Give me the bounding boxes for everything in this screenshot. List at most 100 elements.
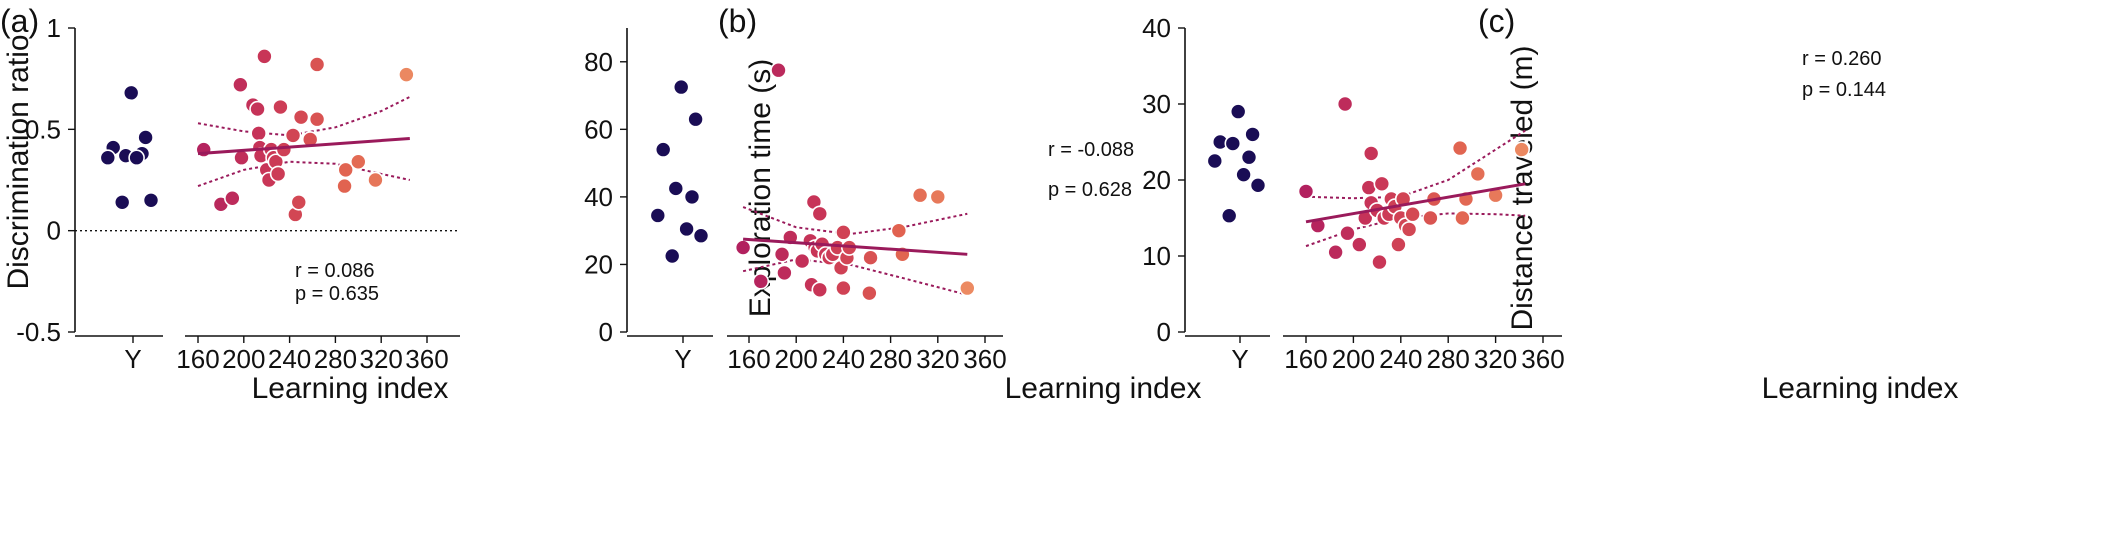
aged-point — [269, 165, 287, 183]
young-point — [128, 149, 145, 167]
aged-point — [272, 98, 289, 116]
young-point — [113, 193, 131, 211]
x-tick-label: 160 — [727, 344, 770, 374]
x-tick-label: 320 — [360, 344, 403, 374]
ci-upper-line — [197, 96, 411, 137]
panel-c-p-stat: p = 0.144 — [1802, 79, 1886, 101]
aged-point — [256, 48, 273, 65]
young-point — [683, 188, 701, 206]
aged-point — [734, 239, 752, 256]
x-tick-label: 200 — [222, 344, 265, 374]
young-point — [678, 220, 695, 238]
panel-a: (a) Discrimination ratio Learning index … — [0, 3, 460, 405]
panel-a-label: (a) — [0, 3, 39, 39]
y-tick-label: 10 — [1142, 241, 1171, 271]
panel-b-xlabel: Learning index — [1005, 372, 1202, 405]
y-tick-label: 20 — [584, 249, 613, 279]
aged-point — [752, 273, 770, 290]
aged-point — [1351, 236, 1368, 253]
x-tick-label: 160 — [176, 344, 219, 374]
aged-point — [1513, 141, 1530, 158]
aged-point — [1422, 209, 1439, 227]
aged-point — [232, 76, 249, 94]
young-point — [137, 129, 154, 146]
young-group-label: Y — [1231, 344, 1248, 374]
young-point — [692, 227, 710, 245]
y-tick-label: 0 — [599, 317, 613, 347]
x-tick-label: 200 — [775, 344, 818, 374]
x-tick-label: 160 — [1284, 344, 1327, 374]
panel-a-r-stat: r = 0.086 — [295, 260, 375, 282]
panel-a-ylabel: Discrimination ratio — [2, 34, 35, 289]
aged-point — [224, 189, 241, 207]
young-point — [667, 180, 685, 197]
y-tick-label: 30 — [1142, 89, 1171, 119]
x-tick-label: 360 — [405, 344, 448, 374]
aged-point — [770, 61, 787, 79]
x-tick-label: 360 — [963, 344, 1006, 374]
regression-line — [742, 237, 968, 256]
aged-point — [1390, 236, 1407, 253]
y-tick-label: 0 — [47, 216, 61, 246]
young-point — [1206, 152, 1224, 170]
aged-point — [290, 193, 308, 211]
aged-point — [1400, 221, 1418, 238]
young-point — [99, 149, 117, 167]
aged-point — [308, 110, 326, 128]
aged-point — [773, 246, 791, 263]
panel-a-p-stat: p = 0.635 — [295, 283, 379, 305]
aged-point — [811, 281, 829, 299]
panel-b-r-stat: r = -0.088 — [1048, 139, 1134, 161]
young-point — [1244, 126, 1261, 143]
x-tick-label: 240 — [268, 344, 311, 374]
panel-c-ylabel: Distance traveled (m) — [1506, 45, 1539, 330]
aged-point — [861, 284, 878, 302]
aged-point — [308, 56, 326, 73]
aged-point — [811, 205, 829, 223]
young-group-label: Y — [674, 344, 691, 374]
aged-point — [337, 161, 355, 179]
young-point — [1224, 135, 1242, 152]
young-point — [649, 207, 667, 224]
panel-b-label: (b) — [718, 3, 757, 39]
aged-point — [1469, 165, 1487, 183]
aged-point — [835, 224, 852, 241]
regression-line — [1305, 182, 1526, 224]
aged-point — [1362, 145, 1380, 162]
aged-point — [1339, 224, 1356, 242]
aged-point — [911, 186, 929, 204]
y-tick-label: -0.5 — [16, 317, 61, 347]
young-point — [1235, 166, 1252, 183]
aged-point — [890, 222, 908, 239]
panel-c: (c) Distance traveled (m) Learning index… — [1142, 3, 1958, 405]
x-tick-label: 280 — [314, 344, 357, 374]
aged-point — [292, 108, 310, 126]
aged-point — [249, 100, 266, 118]
y-tick-label: 40 — [1142, 13, 1171, 43]
aged-point — [1451, 139, 1469, 157]
panel-a-xlabel: Learning index — [252, 372, 449, 405]
y-tick-label: 80 — [584, 47, 613, 77]
young-point — [687, 110, 704, 128]
aged-point — [793, 252, 811, 270]
aged-point — [1394, 190, 1412, 208]
y-tick-label: 60 — [584, 114, 613, 144]
x-tick-label: 240 — [822, 344, 865, 374]
aged-point — [233, 149, 250, 167]
young-point — [1240, 148, 1258, 166]
x-tick-label: 200 — [1332, 344, 1375, 374]
aged-point — [1297, 183, 1315, 200]
y-tick-label: 40 — [584, 182, 613, 212]
x-tick-label: 320 — [1474, 344, 1517, 374]
aged-point — [776, 264, 793, 282]
aged-point — [958, 279, 976, 297]
panel-b-p-stat: p = 0.628 — [1048, 179, 1132, 201]
x-tick-label: 280 — [1427, 344, 1470, 374]
panel-c-xlabel: Learning index — [1762, 372, 1959, 405]
y-tick-label: 0.5 — [25, 114, 61, 144]
x-tick-label: 360 — [1521, 344, 1564, 374]
aged-point — [336, 177, 353, 195]
aged-point — [1404, 205, 1421, 223]
y-tick-label: 1 — [47, 13, 61, 43]
